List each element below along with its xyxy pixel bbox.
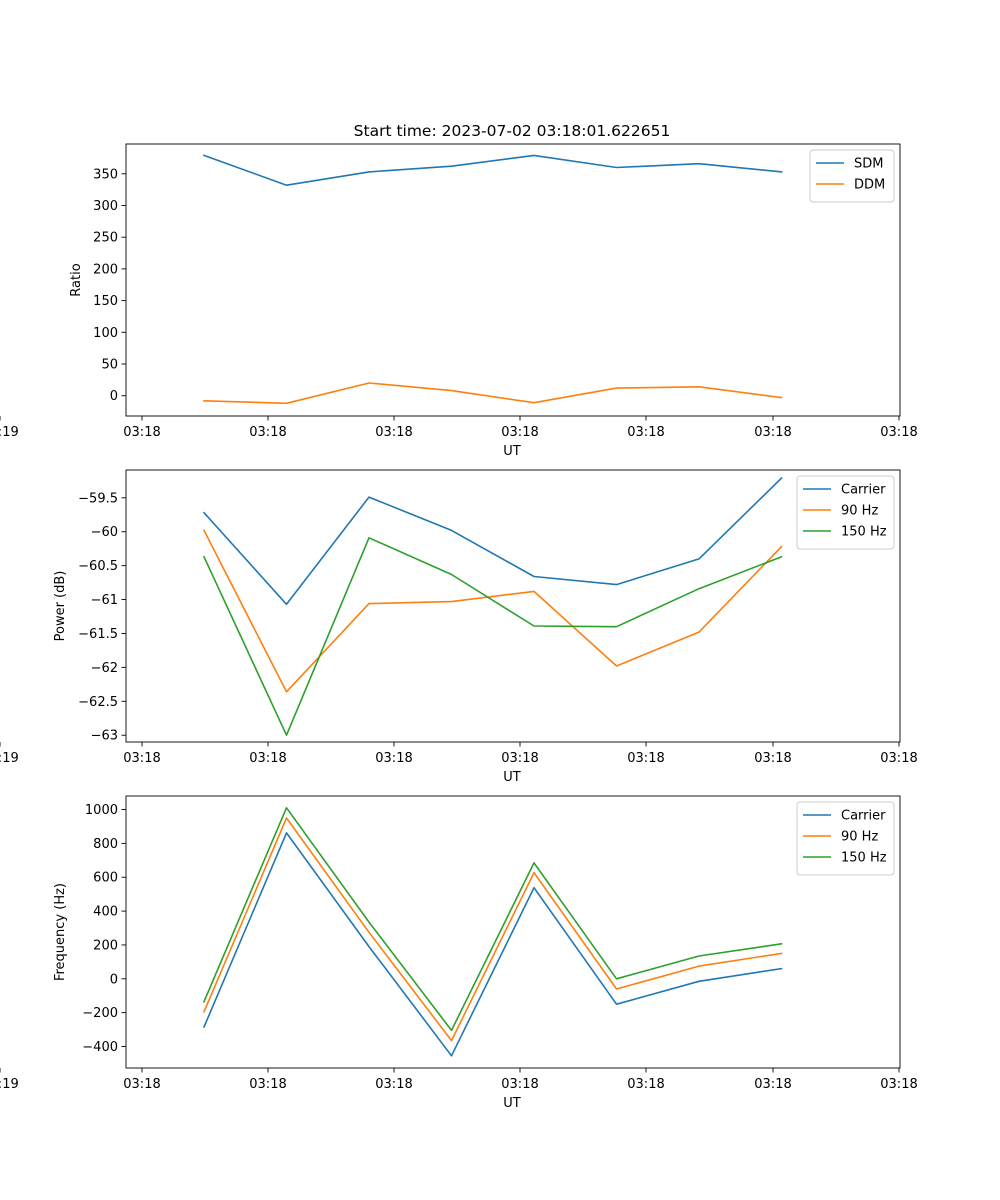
power-legend-label: 150 Hz — [841, 525, 887, 540]
frequency-axes-frame — [125, 795, 901, 1069]
power-ytick-label: −63 — [91, 729, 118, 744]
frequency-legend-label: 90 Hz — [841, 830, 878, 845]
ratio-ytick-label: 250 — [93, 231, 118, 246]
power-legend: Carrier 90 Hz 150 Hz — [796, 475, 895, 550]
frequency-series-90-hz — [202, 817, 783, 1042]
ratio-series-ddm — [203, 382, 783, 405]
ratio-ylabel: Ratio — [69, 263, 84, 296]
ratio-legend: SDM DDM — [809, 149, 895, 203]
frequency-ytick-label: −200 — [82, 1006, 118, 1021]
frequency-xtick-label: 03:18 — [249, 1077, 286, 1092]
ratio-series-sdm — [202, 154, 783, 186]
power-ytick-label: −60.5 — [78, 559, 118, 574]
frequency-ytick-label: 200 — [93, 938, 118, 953]
frequency-xtick-label: 03:18 — [880, 1077, 917, 1092]
panel-frequency: 03:18 03:18 03:18 03:18 03:18 03:18 03:18 03:19… — [0, 795, 918, 1111]
ratio-xtick-label: 03:18 — [249, 425, 286, 440]
power-ytick-label: −61 — [91, 593, 118, 608]
ratio-ytick-label: 300 — [93, 199, 118, 214]
frequency-legend-label: 150 Hz — [841, 851, 887, 866]
ratio-xlabel: UT — [503, 444, 521, 459]
figure-title: Start time: 2023-07-02 03:18:01.622651 — [354, 122, 671, 140]
ratio-legend-label: SDM — [854, 157, 883, 172]
ratio-xtick-label: 03:19 — [0, 425, 19, 440]
power-ytick-label: −62 — [91, 661, 118, 676]
power-legend-label: 90 Hz — [841, 504, 878, 519]
power-ytick-label: −61.5 — [78, 627, 118, 642]
frequency-xtick-label: 03:19 — [0, 1077, 19, 1092]
frequency-ytick-label: 0 — [110, 972, 118, 987]
ratio-xtick-label: 03:18 — [123, 425, 160, 440]
frequency-xtick-label: 03:18 — [501, 1077, 538, 1092]
power-xlabel: UT — [503, 770, 521, 785]
power-ytick-label: −59.5 — [78, 491, 118, 506]
ratio-xtick-label: 03:18 — [375, 425, 412, 440]
frequency-xtick-label: 03:18 — [627, 1077, 664, 1092]
frequency-xtick-label: 03:18 — [375, 1077, 412, 1092]
power-xtick-label: 03:18 — [880, 751, 917, 766]
power-xtick-label: 03:18 — [501, 751, 538, 766]
power-xtick-label: 03:18 — [249, 751, 286, 766]
frequency-ytick-label: 400 — [93, 905, 118, 920]
frequency-ytick-label: 1000 — [85, 803, 118, 818]
ratio-ytick-label: 100 — [93, 326, 118, 341]
ratio-xtick-label: 03:18 — [880, 425, 917, 440]
ratio-ytick-label: 150 — [93, 294, 118, 309]
frequency-xtick-label: 03:18 — [123, 1077, 160, 1092]
ratio-ytick-label: 50 — [101, 358, 118, 373]
power-ytick-label: −62.5 — [78, 695, 118, 710]
ratio-ytick-label: 200 — [93, 262, 118, 277]
power-xtick-label: 03:18 — [375, 751, 412, 766]
power-series-150-hz — [202, 536, 783, 737]
frequency-series-carrier — [202, 832, 783, 1057]
ratio-xtick-label: 03:18 — [627, 425, 664, 440]
power-xtick-label: 03:18 — [123, 751, 160, 766]
power-xtick-label: 03:18 — [754, 751, 791, 766]
power-xtick-label: 03:18 — [627, 751, 664, 766]
panel-ratio: 03:18 03:18 03:18 03:18 03:18 03:18 03:18 03:19… — [0, 143, 918, 459]
frequency-series-150-hz — [202, 806, 783, 1032]
frequency-ylabel: Frequency (Hz) — [53, 883, 68, 981]
frequency-ytick-label: −400 — [82, 1040, 118, 1055]
frequency-legend: Carrier 90 Hz 150 Hz — [796, 801, 895, 876]
power-legend-label: Carrier — [841, 483, 886, 498]
ratio-ytick-label: 350 — [93, 167, 118, 182]
frequency-xtick-label: 03:18 — [754, 1077, 791, 1092]
ratio-xtick-label: 03:18 — [501, 425, 538, 440]
ratio-xtick-label: 03:18 — [754, 425, 791, 440]
ratio-ytick-label: 0 — [110, 389, 118, 404]
frequency-xlabel: UT — [503, 1096, 521, 1111]
ratio-axes-frame — [125, 143, 901, 417]
frequency-ytick-label: 600 — [93, 871, 118, 886]
frequency-ytick-label: 800 — [93, 837, 118, 852]
power-ylabel: Power (dB) — [53, 571, 68, 642]
panel-power: 03:18 03:18 03:18 03:18 03:18 03:18 03:18 03:19… — [0, 469, 918, 785]
frequency-legend-label: Carrier — [841, 809, 886, 824]
power-ytick-label: −60 — [91, 525, 118, 540]
power-axes-frame — [125, 469, 901, 743]
power-series-90-hz — [202, 529, 783, 693]
ratio-legend-label: DDM — [854, 178, 885, 193]
power-xtick-label: 03:19 — [0, 751, 19, 766]
power-series-carrier — [202, 476, 783, 606]
